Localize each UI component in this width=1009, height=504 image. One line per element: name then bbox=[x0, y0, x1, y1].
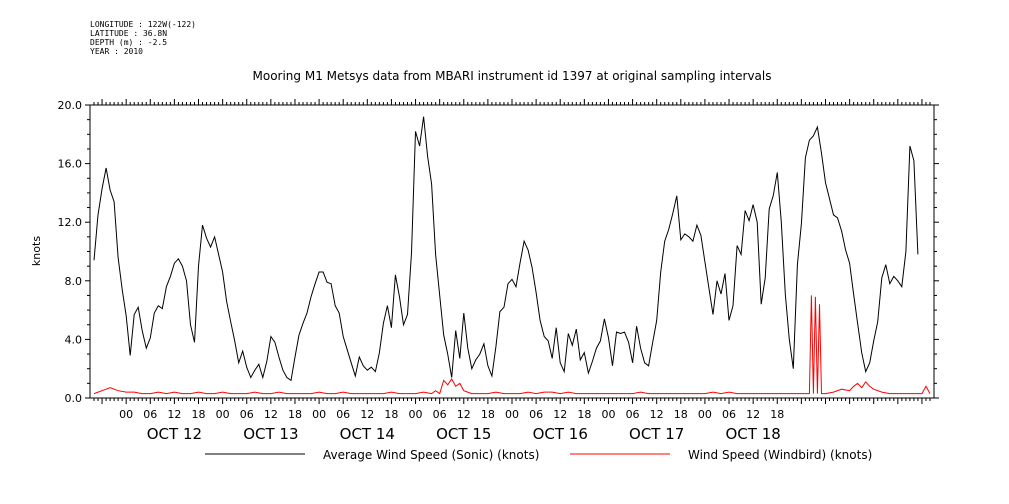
y-tick-label: 20.0 bbox=[58, 99, 83, 112]
x-tick-label: 12 bbox=[360, 408, 374, 421]
day-label: OCT 16 bbox=[533, 425, 588, 443]
x-tick-label: 18 bbox=[481, 408, 495, 421]
x-tick-label: 00 bbox=[505, 408, 519, 421]
axes-layer: 0.0 4.0 8.0 12.0 16.0 20.0 00 06 12 18 00 06 12 18 00 0… bbox=[58, 99, 939, 443]
x-tick-label: 00 bbox=[312, 408, 326, 421]
x-tick-label: 00 bbox=[409, 408, 423, 421]
sonic-wind-line bbox=[93, 116, 919, 382]
y-tick-label: 4.0 bbox=[65, 333, 83, 346]
depth-text: DEPTH (m) : -2.5 bbox=[90, 38, 168, 47]
day-label: OCT 17 bbox=[629, 425, 684, 443]
x-tick-label: 00 bbox=[601, 408, 615, 421]
year-text: YEAR : 2010 bbox=[90, 47, 143, 56]
x-tick-label: 00 bbox=[698, 408, 712, 421]
x-tick-label: 06 bbox=[722, 408, 736, 421]
day-label: OCT 15 bbox=[436, 425, 491, 443]
legend-label-sonic: Average Wind Speed (Sonic) (knots) bbox=[323, 448, 539, 462]
x-tick-label: 06 bbox=[626, 408, 640, 421]
longitude-text: LONGITUDE : 122W(-122) bbox=[90, 20, 196, 29]
x-tick-label: 18 bbox=[577, 408, 591, 421]
x-tick-label: 18 bbox=[674, 408, 688, 421]
x-tick-label: 06 bbox=[433, 408, 447, 421]
x-tick-label: 12 bbox=[650, 408, 664, 421]
legend: Average Wind Speed (Sonic) (knots) Wind S… bbox=[205, 448, 872, 462]
x-tick-label: 06 bbox=[143, 408, 157, 421]
x-tick-label: 18 bbox=[770, 408, 784, 421]
metadata-block: LONGITUDE : 122W(-122) LATITUDE : 36.8N … bbox=[90, 20, 196, 56]
day-label: OCT 13 bbox=[243, 425, 298, 443]
y-tick-label: 0.0 bbox=[65, 392, 83, 405]
x-tick-label: 12 bbox=[553, 408, 567, 421]
day-label: OCT 18 bbox=[725, 425, 780, 443]
x-tick-label: 06 bbox=[336, 408, 350, 421]
y-tick-label: 16.0 bbox=[58, 158, 83, 171]
x-tick-label: 12 bbox=[457, 408, 471, 421]
x-tick-label: 12 bbox=[167, 408, 181, 421]
day-label: OCT 12 bbox=[147, 425, 202, 443]
x-tick-label: 00 bbox=[119, 408, 133, 421]
day-label: OCT 14 bbox=[340, 425, 395, 443]
series-layer bbox=[93, 116, 931, 395]
x-tick-label: 06 bbox=[529, 408, 543, 421]
x-tick-label: 00 bbox=[216, 408, 230, 421]
x-tick-label: 06 bbox=[240, 408, 254, 421]
windbird-wind-line bbox=[93, 295, 931, 395]
x-tick-label: 18 bbox=[384, 408, 398, 421]
y-tick-label: 8.0 bbox=[65, 275, 83, 288]
y-axis-label: knots bbox=[30, 236, 43, 266]
x-tick-label: 18 bbox=[192, 408, 206, 421]
x-tick-label: 12 bbox=[264, 408, 278, 421]
legend-label-windbird: Wind Speed (Windbird) (knots) bbox=[688, 448, 872, 462]
latitude-text: LATITUDE : 36.8N bbox=[90, 29, 168, 38]
y-tick-label: 12.0 bbox=[58, 216, 83, 229]
x-tick-label: 12 bbox=[746, 408, 760, 421]
chart-title: Mooring M1 Metsys data from MBARI instru… bbox=[253, 69, 772, 83]
x-tick-label: 18 bbox=[288, 408, 302, 421]
